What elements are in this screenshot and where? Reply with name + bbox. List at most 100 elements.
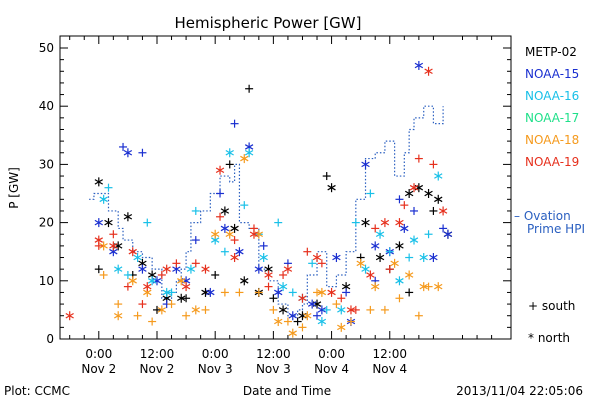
north-marker	[274, 287, 283, 297]
y-tick-label: 30	[39, 157, 54, 171]
south-marker	[216, 212, 225, 221]
south-marker	[220, 288, 229, 297]
north-marker-arm	[278, 283, 288, 290]
north-marker	[191, 305, 200, 315]
north-marker	[235, 247, 244, 257]
north-marker-arm	[298, 295, 307, 302]
north-marker-arm	[147, 272, 157, 278]
north-marker	[434, 282, 443, 292]
north-marker-arm	[94, 237, 103, 243]
x-tick-label-date: Nov 2	[81, 362, 116, 376]
north-marker	[230, 253, 239, 263]
ovation-prime-hpi-path	[89, 105, 444, 317]
north-marker-arm	[162, 289, 171, 296]
north-marker	[94, 218, 103, 228]
north-marker-arm	[113, 266, 123, 272]
north-marker-arm	[438, 208, 448, 214]
north-marker	[371, 282, 380, 292]
north-marker	[210, 229, 220, 239]
north-marker-arm	[244, 149, 254, 156]
north-marker-arm	[143, 283, 152, 290]
south-marker	[405, 288, 414, 297]
north-marker-arm	[317, 289, 327, 296]
north-marker-arm	[220, 225, 230, 232]
north-marker	[206, 287, 215, 297]
north-marker	[99, 194, 108, 204]
north-marker	[113, 241, 123, 251]
south-marker	[400, 201, 409, 210]
north-marker	[356, 258, 365, 268]
north-marker	[288, 311, 297, 321]
north-marker-arm	[337, 324, 346, 331]
north-marker-arm	[99, 243, 108, 249]
north-marker-arm	[274, 318, 283, 325]
x-tick-label-date: Nov 4	[314, 362, 349, 376]
ovation-prime-hpi-line	[89, 105, 444, 317]
north-marker-arm	[419, 283, 428, 290]
x-tick-label-date: Nov 4	[372, 362, 407, 376]
south-marker	[269, 305, 278, 314]
south-marker	[308, 259, 317, 268]
north-marker	[443, 229, 453, 239]
north-marker-arm	[434, 283, 443, 290]
north-marker	[181, 282, 191, 292]
north-marker	[177, 276, 186, 286]
north-marker-arm	[215, 167, 225, 173]
south-marker	[138, 148, 147, 157]
north-marker-arm	[99, 196, 108, 203]
north-marker-arm	[409, 184, 419, 191]
south-marker	[410, 206, 419, 215]
north-marker-arm	[346, 307, 356, 313]
north-marker	[361, 159, 370, 169]
south-marker	[109, 230, 118, 239]
north-marker	[400, 223, 409, 233]
north-marker-arm	[109, 248, 118, 255]
north-marker	[220, 206, 230, 216]
north-marker-arm	[128, 248, 137, 255]
north-marker-arm	[230, 225, 239, 232]
north-marker-arm	[283, 266, 293, 272]
south-marker	[235, 288, 244, 297]
south-marker	[429, 206, 438, 215]
north-marker-arm	[288, 330, 297, 336]
north-marker-arm	[395, 243, 404, 249]
north-marker-arm	[317, 318, 327, 325]
y-axis: 0 10 20 30 40 50	[39, 41, 511, 346]
south-marker	[240, 201, 249, 210]
north-marker	[312, 253, 322, 263]
north-marker-arm	[375, 231, 385, 238]
north-marker	[307, 299, 317, 309]
north-marker	[123, 212, 133, 222]
north-marker	[404, 270, 414, 280]
north-marker-arm	[404, 272, 414, 278]
south-marker	[385, 265, 394, 274]
north-marker	[201, 264, 210, 274]
south-marker	[167, 288, 176, 297]
north-marker-arm	[288, 312, 297, 319]
south-marker	[424, 282, 433, 291]
north-marker-arm	[206, 289, 215, 296]
x-tick-label-time: 12:00	[256, 347, 291, 361]
south-marker	[366, 305, 375, 314]
north-marker-arm	[157, 307, 167, 313]
north-marker	[94, 177, 103, 187]
x-tick-label-date: Nov 3	[256, 362, 291, 376]
north-marker-arm	[133, 254, 142, 261]
north-marker	[65, 311, 74, 321]
north-marker-arm	[390, 260, 399, 267]
south-marker	[123, 282, 132, 291]
north-marker-arm	[123, 214, 133, 220]
south-marker	[313, 288, 322, 297]
north-marker	[278, 282, 288, 292]
north-marker-arm	[254, 266, 264, 272]
north-marker	[327, 183, 336, 193]
north-marker	[283, 264, 293, 274]
north-marker-arm	[361, 266, 370, 272]
north-marker	[254, 264, 264, 274]
north-marker	[99, 241, 108, 251]
south-marker	[104, 183, 113, 192]
north-marker-arm	[240, 278, 249, 284]
legend-entry: NOAA-15	[525, 67, 579, 81]
north-marker-arm	[414, 62, 424, 69]
south-marker	[143, 218, 152, 227]
